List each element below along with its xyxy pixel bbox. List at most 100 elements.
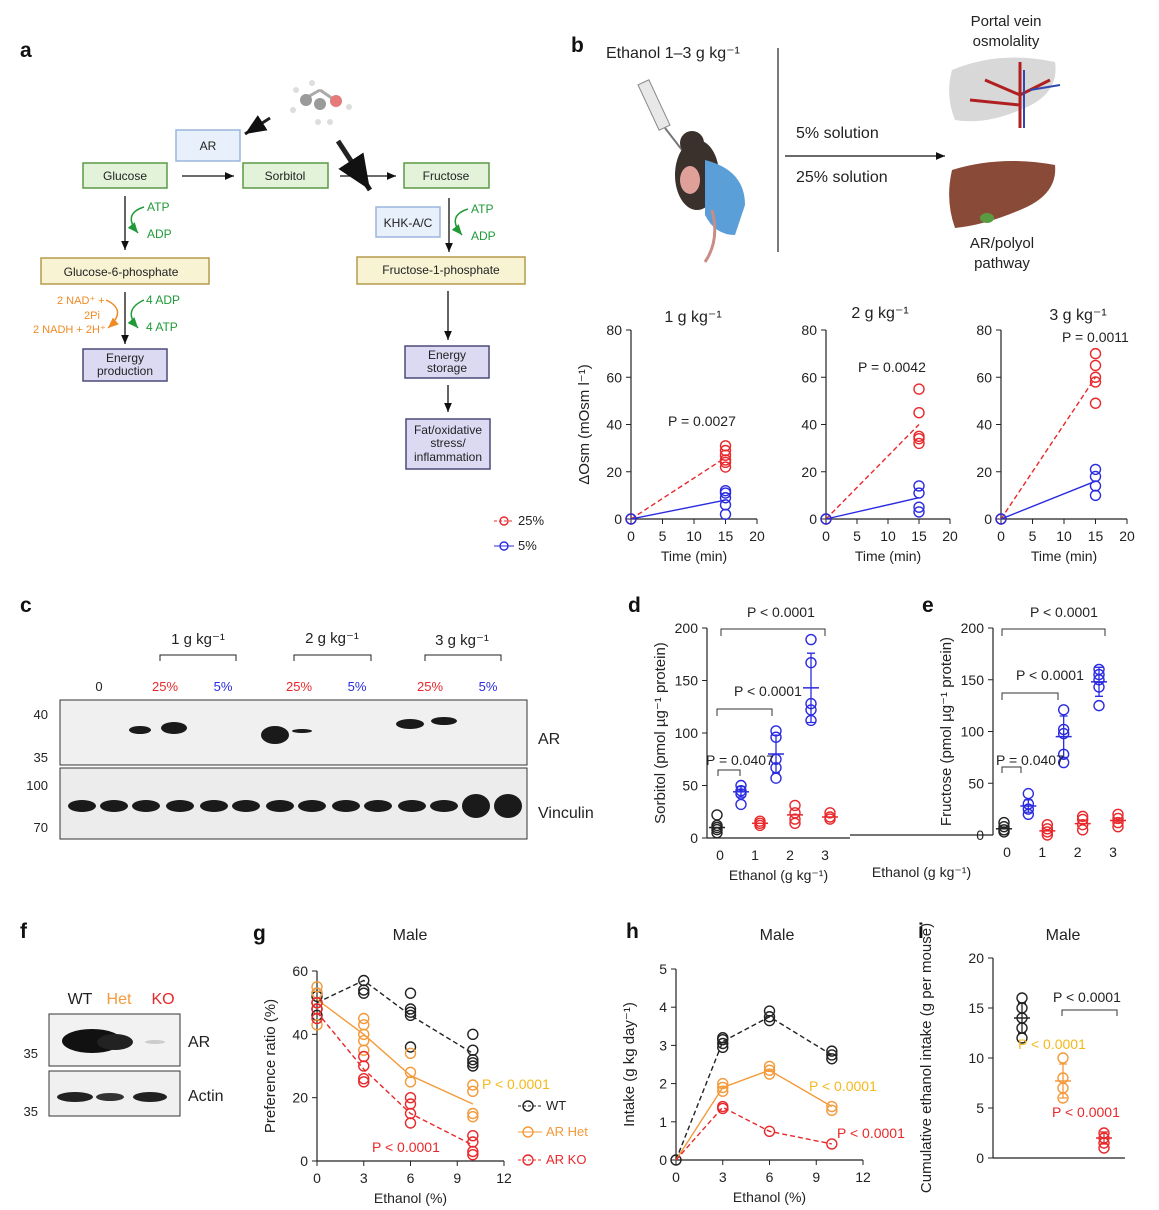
data-point bbox=[1093, 699, 1105, 712]
chart-title: Male bbox=[393, 927, 428, 944]
p-value: P = 0.0042 bbox=[858, 359, 926, 375]
data-point bbox=[998, 824, 1010, 836]
error-bar bbox=[737, 785, 745, 798]
data-point bbox=[467, 1060, 479, 1072]
data-point bbox=[1076, 810, 1089, 823]
chart-title: 1 g kg⁻¹ bbox=[664, 309, 721, 326]
liver-vessels-icon bbox=[949, 57, 1061, 128]
ethanol-molecule-icon bbox=[290, 80, 352, 125]
atp-label: ATP bbox=[147, 200, 169, 214]
data-point bbox=[404, 1117, 417, 1129]
x-axis-label: Ethanol (%) bbox=[374, 1190, 447, 1206]
vinculin-band bbox=[132, 800, 160, 812]
series-line-25% bbox=[825, 424, 920, 520]
energy-production-label: production bbox=[97, 364, 153, 378]
sorbitol-label: Sorbitol bbox=[265, 169, 306, 183]
atp-label: ATP bbox=[471, 202, 493, 216]
data-point bbox=[467, 1085, 479, 1098]
x-tick-label: 0 bbox=[313, 1170, 321, 1186]
data-point bbox=[1089, 489, 1102, 502]
fat-stress-box bbox=[405, 418, 491, 470]
lane-label: 5% bbox=[214, 679, 233, 694]
vinculin-band bbox=[68, 800, 96, 812]
data-point bbox=[913, 487, 925, 499]
x-tick-label: 3 bbox=[719, 1169, 727, 1185]
vinculin-band bbox=[462, 794, 490, 818]
x-axis-label: Ethanol (g kg⁻¹) bbox=[729, 867, 828, 883]
data-point bbox=[711, 809, 723, 821]
chart-i: 0 5 10 15 20 Cumulative ethanol intake (g per… bbox=[918, 923, 1125, 1193]
data-point bbox=[358, 1034, 370, 1047]
data-point bbox=[467, 1110, 479, 1123]
y-tick-label: 5 bbox=[659, 961, 667, 977]
panel-label-d: d bbox=[628, 594, 641, 617]
y-tick-label: 20 bbox=[801, 464, 817, 480]
x-tick-label: 2 bbox=[1074, 844, 1082, 860]
data-point bbox=[358, 1072, 370, 1085]
energy-storage-label: Energy bbox=[428, 348, 466, 362]
data-point bbox=[913, 406, 925, 419]
genotype-wt-label: WT bbox=[68, 991, 93, 1008]
x-tick-label: 6 bbox=[407, 1170, 415, 1186]
y-tick-label: 20 bbox=[976, 464, 992, 480]
y-tick-label: 100 bbox=[961, 724, 985, 740]
y-tick-label: 0 bbox=[809, 511, 817, 527]
data-point bbox=[754, 815, 766, 827]
p-value: P < 0.0001 bbox=[372, 1139, 440, 1155]
data-point bbox=[1089, 463, 1102, 476]
data-point bbox=[358, 974, 370, 987]
p-value: P < 0.0001 bbox=[809, 1078, 877, 1094]
data-point bbox=[404, 1047, 417, 1060]
y-tick-label: 2 bbox=[659, 1076, 667, 1092]
data-point bbox=[717, 1081, 729, 1094]
energy-storage-box bbox=[404, 345, 490, 379]
data-point bbox=[805, 633, 817, 646]
y-tick-label: 150 bbox=[675, 673, 699, 689]
data-point bbox=[358, 987, 370, 999]
data-point bbox=[717, 1100, 729, 1113]
ar-band bbox=[161, 722, 187, 734]
series-line-AR KO bbox=[675, 1106, 832, 1161]
mw-marker: 35 bbox=[24, 1104, 38, 1119]
y-tick-label: 150 bbox=[961, 672, 985, 688]
data-point bbox=[1089, 347, 1102, 360]
data-point bbox=[467, 1057, 479, 1069]
error-bar bbox=[1100, 1131, 1108, 1145]
ar-polyol-label: pathway bbox=[974, 255, 1030, 272]
x-tick-label: 2 bbox=[786, 847, 794, 863]
vinculin-band bbox=[298, 800, 326, 812]
data-point bbox=[670, 1154, 682, 1166]
series-line-WT bbox=[675, 1015, 833, 1161]
x-tick-label: 20 bbox=[749, 528, 765, 544]
data-point bbox=[995, 513, 1007, 525]
vinculin-band bbox=[494, 794, 522, 818]
y-tick-label: 200 bbox=[675, 620, 699, 636]
data-point bbox=[404, 987, 417, 999]
x-tick-label: 0 bbox=[627, 528, 635, 544]
genotype-het-label: Het bbox=[107, 991, 132, 1008]
ar-polyol-label: AR/polyol bbox=[970, 235, 1034, 252]
energy-storage-label: storage bbox=[427, 361, 467, 375]
liver-icon bbox=[949, 161, 1056, 228]
lane-label: 25% bbox=[286, 679, 312, 694]
error-bar bbox=[1024, 799, 1033, 813]
legend-g: WT AR Het AR KO bbox=[518, 1098, 588, 1167]
ar-band bbox=[129, 726, 151, 734]
data-point bbox=[404, 1098, 417, 1110]
data-point bbox=[719, 444, 732, 457]
data-point bbox=[358, 1050, 370, 1063]
data-point bbox=[763, 1125, 776, 1138]
p-value: P < 0.0001 bbox=[482, 1076, 550, 1092]
y-tick-label: 80 bbox=[606, 322, 622, 338]
x-tick-label: 9 bbox=[812, 1169, 820, 1185]
x-tick-label: 0 bbox=[716, 847, 724, 863]
panel-label-a: a bbox=[20, 39, 32, 62]
data-point bbox=[311, 1019, 323, 1031]
atp4-label: 4 ATP bbox=[146, 320, 178, 334]
data-point bbox=[467, 1129, 479, 1142]
data-point bbox=[1089, 359, 1102, 372]
data-point bbox=[735, 798, 747, 811]
data-point bbox=[358, 1012, 370, 1025]
data-point bbox=[404, 1006, 417, 1018]
